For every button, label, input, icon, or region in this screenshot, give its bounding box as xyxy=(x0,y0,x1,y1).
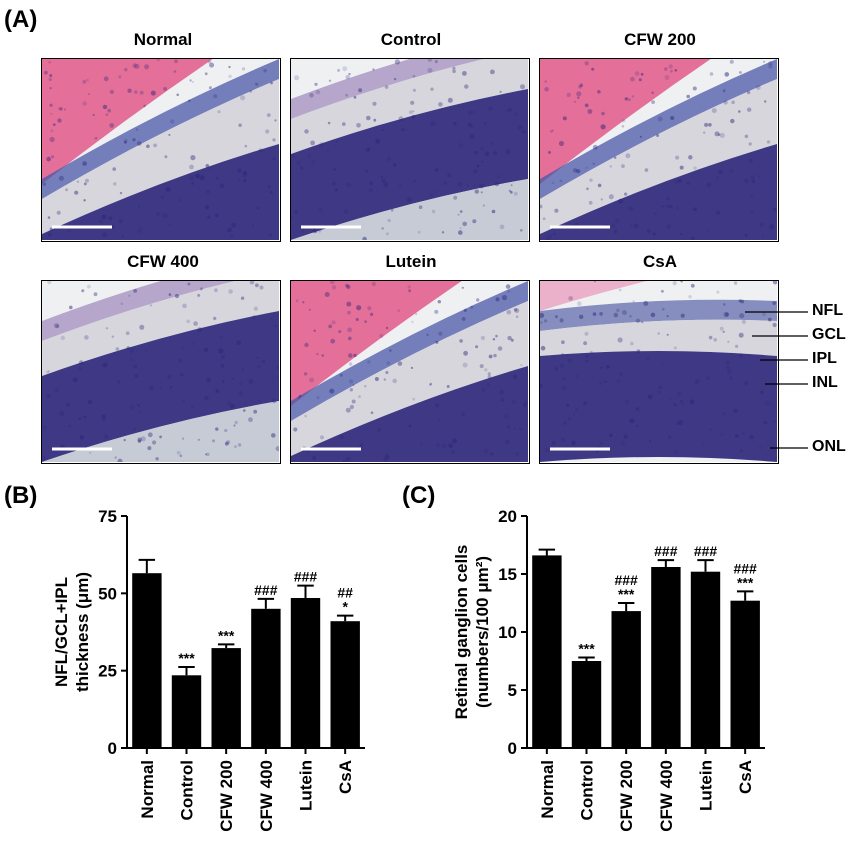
rgc-significance-label: ### xyxy=(694,543,718,559)
thickness-error-bar xyxy=(138,558,156,574)
thickness-bar xyxy=(171,675,202,748)
rgc-significance-label: ### *** xyxy=(614,572,638,602)
rgc-bar xyxy=(651,567,681,748)
micrograph-title-lutein: Lutein xyxy=(385,252,437,271)
rgc-error-bar xyxy=(578,656,595,661)
rgc-ytick-label: 5 xyxy=(508,681,517,700)
rgc-bar xyxy=(690,571,721,748)
thickness-ytick-label: 75 xyxy=(98,507,117,526)
thickness-error-bar xyxy=(297,584,314,598)
thickness-significance-label: *** xyxy=(178,650,195,666)
layer-label-ipl: IPL xyxy=(812,350,837,367)
rgc-xtick-label: Normal xyxy=(538,760,557,819)
micrograph-csa xyxy=(539,280,779,464)
panel-label-a: (A) xyxy=(4,6,38,33)
thickness-error-bar xyxy=(217,643,235,649)
thickness-xtick-label: CsA xyxy=(336,760,355,794)
panel-label-b: (B) xyxy=(4,482,38,509)
thickness-significance-label: ### xyxy=(294,569,318,585)
micrograph-title-cfw200: CFW 200 xyxy=(624,30,696,49)
layer-label-onl: ONL xyxy=(812,438,846,455)
rgc-error-bar xyxy=(657,559,675,568)
thickness-error-bar xyxy=(257,597,275,609)
thickness-xtick-label: CFW 200 xyxy=(217,760,236,832)
micrograph-control xyxy=(290,58,530,242)
rgc-xtick-label: CsA xyxy=(736,760,755,794)
micrograph-normal xyxy=(41,58,281,242)
rgc-significance-label: ### xyxy=(654,543,678,559)
rgc-ytick-label: 10 xyxy=(498,623,517,642)
rgc-axes xyxy=(526,516,765,749)
thickness-xtick-label: Lutein xyxy=(297,760,316,811)
thickness-xtick-label: Normal xyxy=(138,760,157,819)
rgc-xtick-label: Control xyxy=(578,760,597,820)
rgc-error-bar xyxy=(736,590,754,601)
rgc-error-bar xyxy=(538,548,556,556)
rgc-xtick-label: CFW 200 xyxy=(617,760,636,832)
micrograph-lutein xyxy=(290,280,530,464)
layer-label-inl: INL xyxy=(812,374,838,391)
rgc-error-bar xyxy=(617,602,635,612)
thickness-significance-label: ## * xyxy=(337,585,353,615)
thickness-bar xyxy=(330,621,360,748)
rgc-xtick-label: CFW 400 xyxy=(657,760,676,832)
thickness-bar xyxy=(251,608,281,748)
layer-label-nfl: NFL xyxy=(812,302,844,319)
thickness-error-bar xyxy=(336,614,354,622)
layer-label-gcl: GCL xyxy=(812,326,846,343)
micrograph-title-cfw400: CFW 400 xyxy=(127,252,199,271)
micrograph-title-csa: CsA xyxy=(642,252,677,271)
thickness-axes xyxy=(126,516,365,749)
micrograph-cfw400 xyxy=(41,280,281,464)
rgc-bar xyxy=(571,661,602,748)
thickness-ytick-label: 25 xyxy=(98,662,117,681)
thickness-ylabel: NFL/GCL+IPL thickness (μm) xyxy=(52,572,92,692)
rgc-bar xyxy=(532,555,562,748)
thickness-error-bar xyxy=(178,665,195,676)
panel-label-c: (C) xyxy=(402,482,436,509)
thickness-ytick-label: 0 xyxy=(108,739,117,758)
rgc-ytick-label: 15 xyxy=(498,565,517,584)
rgc-xtick-label: Lutein xyxy=(697,760,716,811)
thickness-ytick-label: 50 xyxy=(98,584,117,603)
rgc-ytick-label: 0 xyxy=(508,739,517,758)
thickness-bar xyxy=(290,598,321,748)
rgc-significance-label: *** xyxy=(578,641,595,657)
thickness-significance-label: ### xyxy=(254,582,278,598)
rgc-ylabel: Retinal ganglion cells (numbers/100 μm²) xyxy=(452,545,492,720)
thickness-xtick-label: CFW 400 xyxy=(257,760,276,832)
rgc-bar xyxy=(730,600,760,748)
thickness-significance-label: *** xyxy=(218,627,235,643)
micrograph-cfw200 xyxy=(539,58,779,242)
rgc-error-bar xyxy=(697,559,714,572)
chart-retinal-ganglion-cells: 0 5 10 15 20 Retinal ganglion cells (numbers/1… xyxy=(452,507,765,832)
micrograph-title-normal: Normal xyxy=(133,30,193,49)
micrograph-title-control: Control xyxy=(380,30,442,49)
rgc-ytick-label: 20 xyxy=(498,507,517,526)
chart-nfl-gcl-ipl-thickness: 0 25 50 75 NFL/GCL+IPL thickness (μm) Normal Co… xyxy=(52,507,365,832)
rgc-significance-label: ### *** xyxy=(733,560,757,590)
rgc-bar xyxy=(611,611,641,748)
thickness-bar xyxy=(211,648,241,748)
thickness-bar xyxy=(132,573,162,748)
thickness-xtick-label: Control xyxy=(178,760,197,820)
